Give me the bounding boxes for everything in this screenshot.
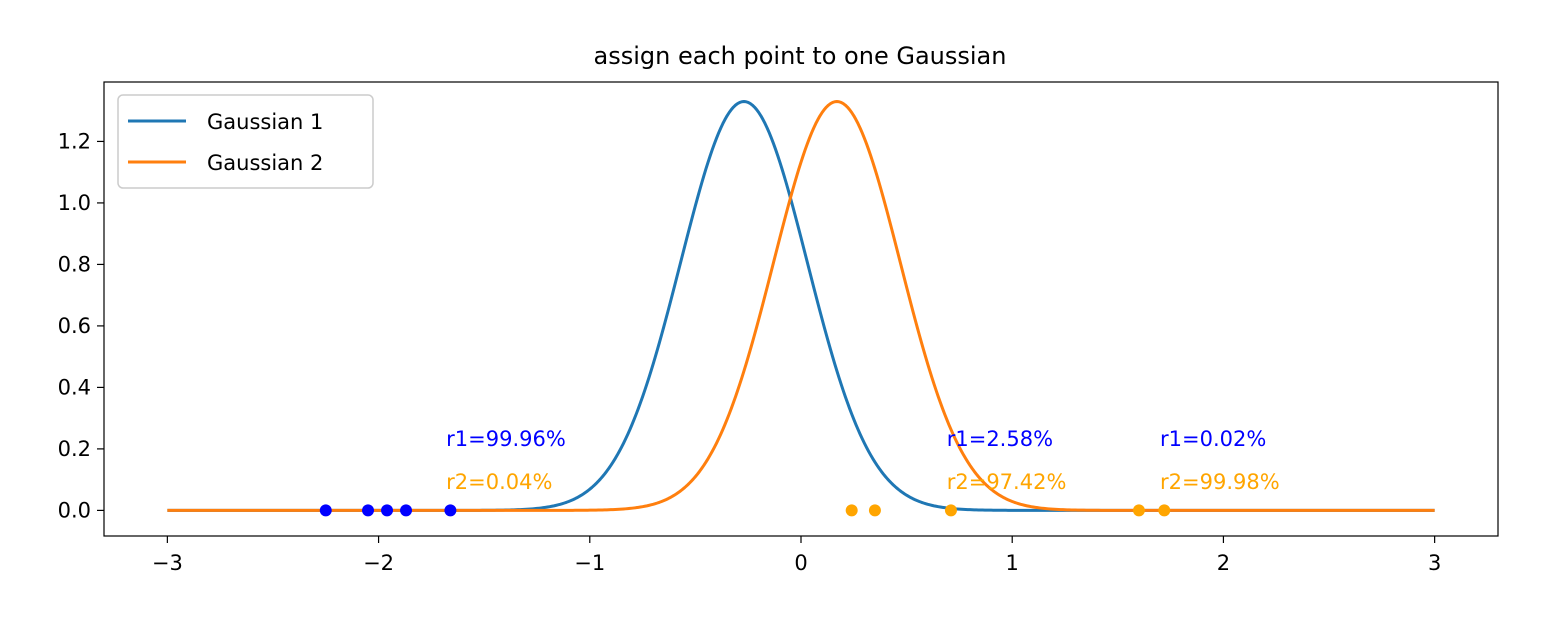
y-tick-label: 0.6 [58, 314, 91, 338]
legend-box [117, 94, 374, 189]
responsibility-annotation: r2=0.04% [446, 470, 552, 494]
data-point [1158, 504, 1171, 517]
data-point [1132, 504, 1145, 517]
responsibility-annotation: r1=0.02% [1160, 427, 1266, 451]
y-tick-label: 0.8 [58, 252, 91, 276]
y-tick-label: 1.2 [58, 129, 91, 153]
x-axis: −3 −2 −1 0 1 2 3 [152, 536, 1441, 575]
x-tick-label: 2 [1217, 551, 1230, 575]
y-tick-label: 0.4 [58, 375, 91, 399]
data-point [400, 504, 413, 517]
x-tick-label: 3 [1428, 551, 1441, 575]
y-tick-label: 1.0 [58, 191, 91, 215]
curves-layer [167, 100, 1435, 512]
annotations-layer: r1=99.96% r2=0.04% r1=2.58% r2=97.42% r1=0.0… [446, 427, 1280, 494]
x-tick-label: −3 [152, 551, 183, 575]
data-point [845, 504, 858, 517]
legend: Gaussian 1 Gaussian 2 [117, 94, 374, 189]
y-axis: 0.0 0.2 0.4 0.6 0.8 1.0 1.2 [58, 129, 104, 522]
x-tick-label: 0 [794, 551, 807, 575]
responsibility-annotation: r1=2.58% [947, 427, 1053, 451]
data-point [381, 504, 394, 517]
responsibility-annotation: r2=97.42% [947, 470, 1067, 494]
data-point [944, 504, 957, 517]
responsibility-annotation: r1=99.96% [446, 427, 566, 451]
data-point [868, 504, 881, 517]
y-tick-label: 0.2 [58, 437, 91, 461]
y-tick-label: 0.0 [58, 498, 91, 522]
x-tick-label: −1 [574, 551, 605, 575]
chart-title: assign each point to one Gaussian [594, 42, 1007, 70]
x-tick-label: 1 [1006, 551, 1019, 575]
legend-label: Gaussian 2 [207, 151, 323, 175]
data-point [362, 504, 375, 517]
points-layer [319, 504, 1171, 517]
legend-label: Gaussian 1 [207, 110, 323, 134]
responsibility-annotation: r2=99.98% [1160, 470, 1280, 494]
data-point [319, 504, 332, 517]
x-tick-label: −2 [363, 551, 394, 575]
data-point [444, 504, 457, 517]
series-line-gaussian-2 [167, 100, 1435, 512]
